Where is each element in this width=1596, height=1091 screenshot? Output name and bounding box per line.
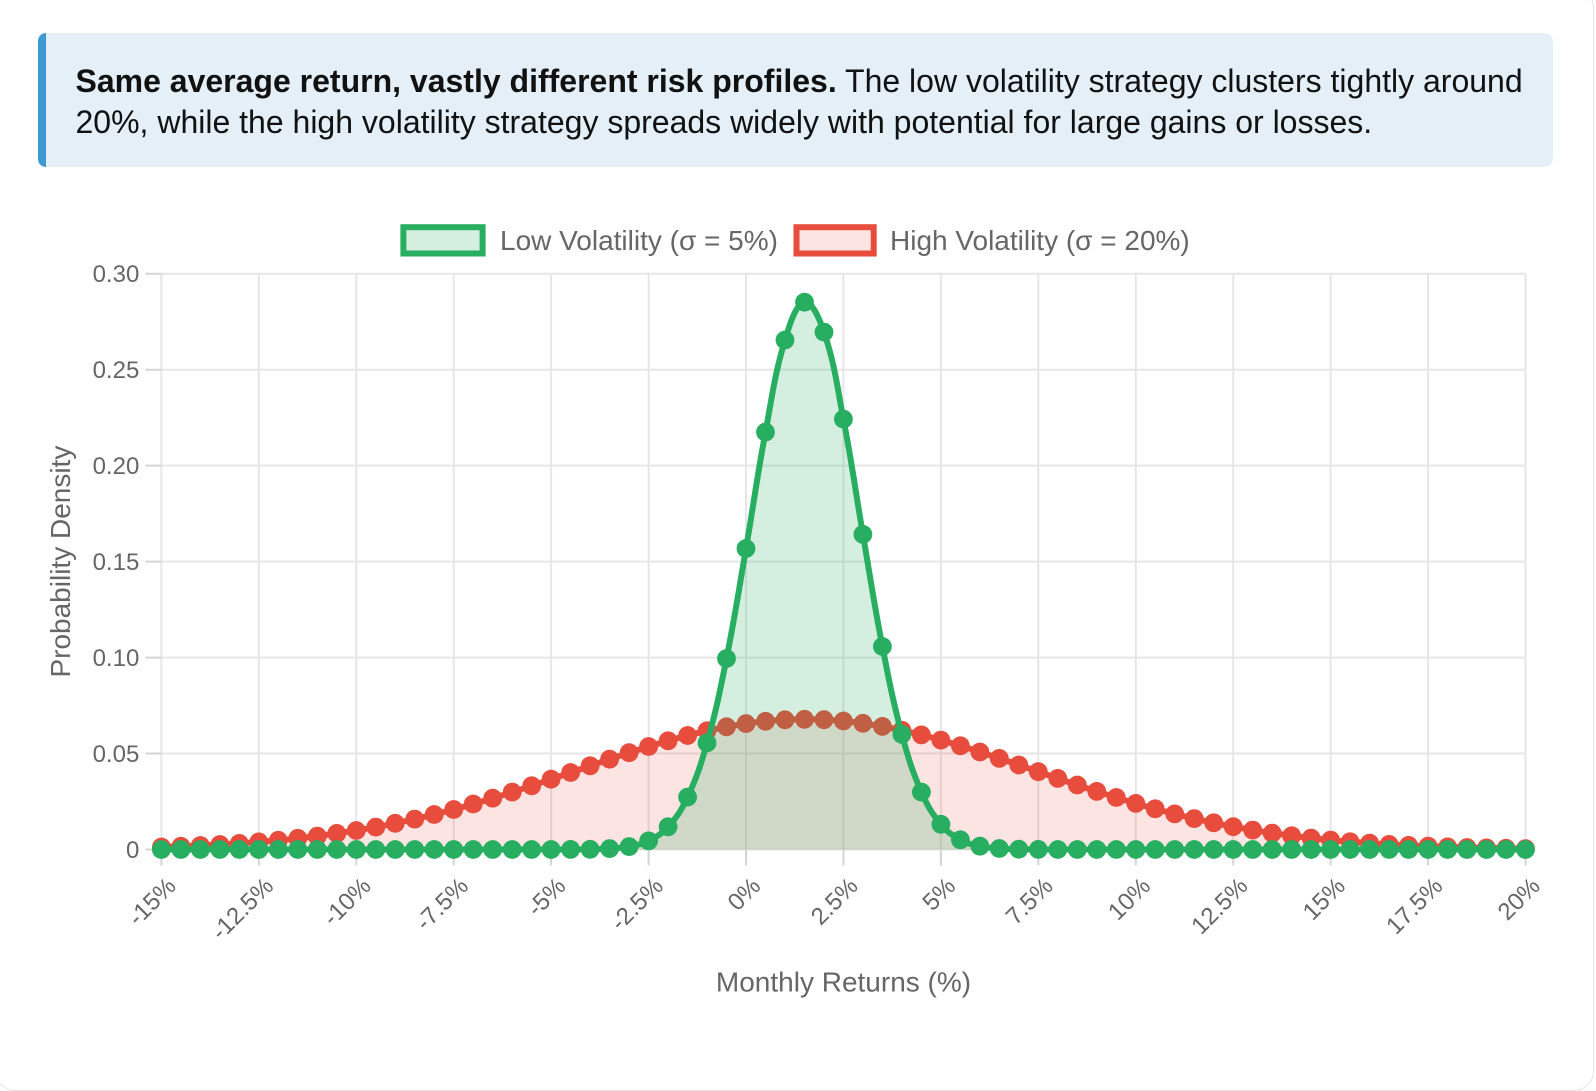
svg-text:10%: 10% — [1103, 873, 1156, 926]
svg-text:-10%: -10% — [318, 873, 377, 932]
svg-text:0.30: 0.30 — [93, 261, 140, 288]
svg-text:0.25: 0.25 — [93, 357, 140, 384]
svg-text:-2.5%: -2.5% — [605, 873, 668, 936]
svg-text:15%: 15% — [1298, 873, 1351, 926]
svg-text:5%: 5% — [918, 873, 962, 917]
svg-text:-7.5%: -7.5% — [411, 873, 474, 936]
svg-text:Low Volatility (σ = 5%): Low Volatility (σ = 5%) — [500, 225, 778, 256]
svg-text:2.5%: 2.5% — [806, 873, 864, 931]
svg-text:12.5%: 12.5% — [1186, 873, 1253, 940]
svg-text:20%: 20% — [1493, 873, 1546, 926]
svg-text:Probability Density: Probability Density — [45, 446, 76, 678]
svg-text:-5%: -5% — [522, 873, 571, 922]
svg-text:0: 0 — [126, 837, 139, 864]
svg-text:0.10: 0.10 — [93, 645, 140, 672]
svg-text:0.05: 0.05 — [93, 741, 140, 768]
svg-text:0.15: 0.15 — [93, 549, 140, 576]
svg-text:7.5%: 7.5% — [1001, 873, 1059, 931]
svg-text:17.5%: 17.5% — [1381, 873, 1448, 940]
svg-text:0.20: 0.20 — [93, 453, 140, 480]
svg-text:-15%: -15% — [123, 873, 182, 932]
svg-text:-12.5%: -12.5% — [206, 873, 279, 946]
svg-text:High Volatility (σ = 20%): High Volatility (σ = 20%) — [890, 225, 1190, 256]
svg-text:0%: 0% — [723, 873, 767, 917]
svg-text:Monthly Returns (%): Monthly Returns (%) — [716, 967, 971, 998]
